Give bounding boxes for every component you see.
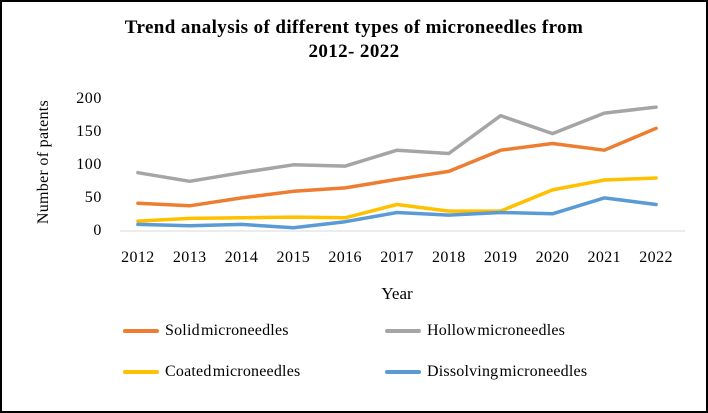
y-axis-title: Number of patents xyxy=(35,99,52,225)
legend-line-swatch-icon xyxy=(123,329,159,333)
legend-label: Hollow microneedles xyxy=(427,322,566,339)
legend-line-swatch-icon xyxy=(123,370,159,374)
x-tick-label-2013: 2013 xyxy=(172,249,207,266)
legend-line-swatch-icon xyxy=(385,370,421,374)
y-tick-label-150: 150 xyxy=(76,122,102,140)
series-line-dissolving-microneedles xyxy=(136,196,658,230)
series-line-hollow-microneedles xyxy=(136,105,658,184)
y-tick-label-200: 200 xyxy=(76,89,102,107)
x-tick-label-2017: 2017 xyxy=(380,249,414,266)
x-tick-label-2021: 2021 xyxy=(587,249,622,266)
legend: Solid microneedles Hollow microneedles Coa… xyxy=(123,322,587,381)
series-line-coated-microneedles xyxy=(136,176,658,223)
x-tick-label-2016: 2016 xyxy=(328,249,362,266)
x-tick-label-2018: 2018 xyxy=(432,249,466,266)
x-tick-label-2014: 2014 xyxy=(224,249,259,266)
legend-line-swatch-icon xyxy=(385,329,421,333)
y-axis-tick-labels: 200 150 100 50 0 xyxy=(57,2,102,242)
y-tick-label-0: 0 xyxy=(93,222,102,239)
legend-item-solid-microneedles: Solid microneedles xyxy=(123,322,385,340)
x-tick-label-2015: 2015 xyxy=(276,249,311,266)
chart-title-line1: Trend analysis of different types of mic… xyxy=(124,17,584,38)
chart-title-line2: 2012- 2022 xyxy=(308,41,400,62)
plot-area xyxy=(120,105,685,232)
legend-item-hollow-microneedles: Hollow microneedles xyxy=(385,322,587,340)
legend-label: Coated microneedles xyxy=(165,363,301,380)
x-axis-tick-labels: 2012 2013 2014 2015 2016 2017 2018 2019 2020 2021… xyxy=(112,248,682,268)
legend-item-dissolving-microneedles: Dissolving microneedles xyxy=(385,363,587,381)
legend-item-coated-microneedles: Coated microneedles xyxy=(123,363,385,381)
x-tick-label-2012: 2012 xyxy=(121,249,155,266)
x-tick-label-2020: 2020 xyxy=(535,249,570,266)
y-tick-label-100: 100 xyxy=(76,155,102,173)
x-tick-label-2022: 2022 xyxy=(639,249,673,266)
x-axis-title: Year xyxy=(381,284,413,303)
chart-title: Trend analysis of different types of mic… xyxy=(2,16,706,64)
legend-label: Dissolving microneedles xyxy=(427,363,588,380)
series-line-solid-microneedles xyxy=(136,126,658,208)
y-tick-label-50: 50 xyxy=(84,188,102,206)
legend-label: Solid microneedles xyxy=(165,322,289,339)
x-tick-label-2019: 2019 xyxy=(483,249,518,266)
